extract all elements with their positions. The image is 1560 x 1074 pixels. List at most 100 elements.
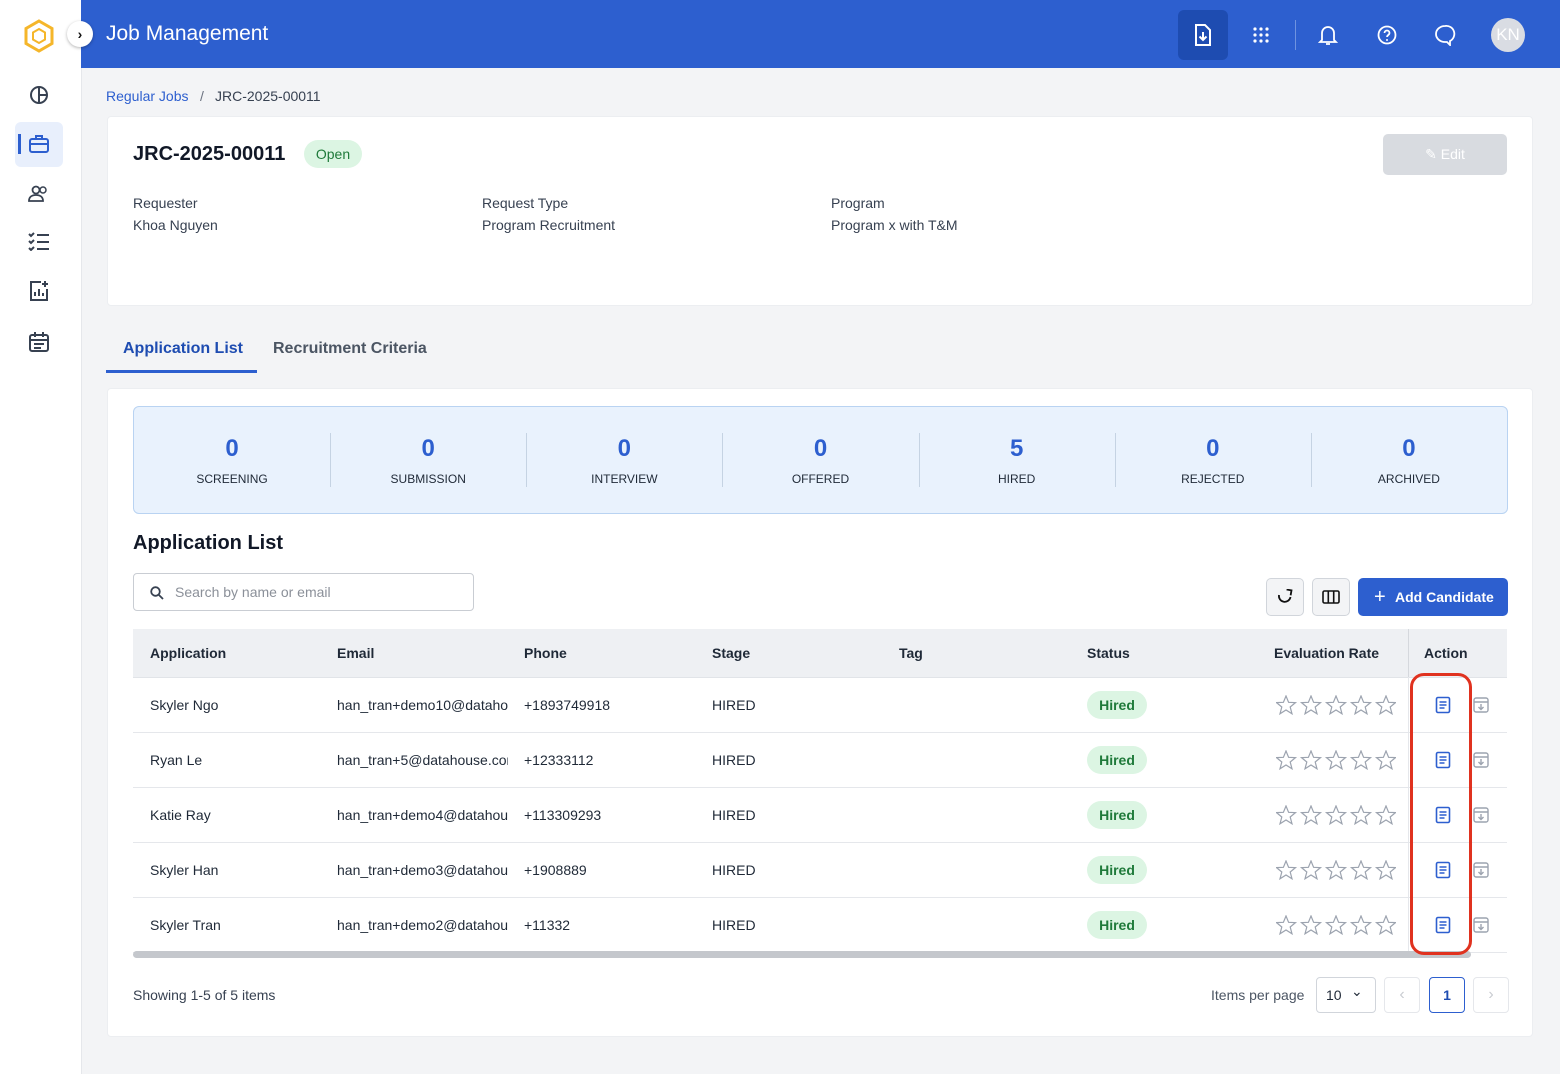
tab[interactable]: Recruitment Criteria [273, 340, 427, 357]
view-detail-button[interactable] [1435, 916, 1451, 939]
action-column-divider [1408, 677, 1409, 957]
download-button[interactable] [1178, 10, 1228, 60]
cell-stage: HIRED [712, 697, 756, 713]
archive-button[interactable] [1473, 697, 1489, 718]
breadcrumb-link[interactable]: Regular Jobs [106, 88, 189, 104]
archive-button[interactable] [1473, 807, 1489, 828]
chevron: ⌄ [1351, 983, 1363, 999]
current-page[interactable]: 1 [1429, 977, 1465, 1013]
next-page[interactable]: › [1473, 977, 1509, 1013]
nav-people[interactable] [28, 184, 50, 204]
logo[interactable] [23, 19, 55, 53]
rating-stars [1274, 694, 1398, 720]
stage-count: 0 [421, 435, 435, 462]
table-header [133, 629, 1507, 678]
table-row [133, 678, 1507, 733]
table-row [133, 733, 1507, 788]
nav-reports[interactable] [28, 280, 50, 302]
chat-button[interactable] [1434, 24, 1456, 46]
apps-button[interactable] [1252, 26, 1270, 44]
stage-count: 0 [617, 435, 632, 462]
avatar[interactable]: KN [1491, 18, 1525, 52]
page-size: 10 [1326, 987, 1342, 1003]
search-box[interactable]: Search by name or email [133, 573, 474, 611]
cell-stage: HIRED [712, 752, 756, 768]
view-detail-button[interactable] [1435, 861, 1451, 884]
cell-phone: +12333112 [524, 752, 594, 768]
cell-phone: +11332 [524, 917, 571, 933]
list-card: 0 SCREENING 0 SUBMISSION 0 INTERVIEW 0 OFFERED 5… [107, 388, 1533, 1037]
prev-page[interactable]: ‹ [1384, 977, 1420, 1013]
nav-jobs[interactable] [28, 134, 50, 154]
help-button[interactable] [1377, 25, 1397, 45]
stage-label: INTERVIEW [591, 472, 658, 486]
field-label: Requester [133, 195, 198, 211]
add-candidate-button[interactable]: + Add Candidate [1358, 578, 1508, 616]
stage-label: SCREENING [196, 472, 268, 486]
stage-count: 0 [1206, 435, 1220, 462]
cell-email: han_tran+demo3@datahouse [337, 862, 508, 878]
nav-calendar[interactable] [28, 331, 50, 353]
column-header: Tag [899, 645, 923, 661]
column-header: Phone [524, 645, 567, 661]
cell-email: han_tran+5@datahouse.com [337, 752, 508, 768]
stage-count: 0 [813, 435, 828, 462]
field-label: Request Type [482, 195, 569, 211]
rating-stars [1274, 749, 1398, 775]
list-title: Application List [133, 532, 283, 554]
status-badge: Hired [1087, 856, 1147, 884]
tab-underline [106, 370, 257, 373]
cell-phone: +1893749918 [524, 697, 611, 713]
sidebar [0, 0, 82, 1074]
stage-label: REJECTED [1181, 472, 1245, 486]
view-detail-button[interactable] [1435, 751, 1451, 774]
cell-application: Skyler Tran [150, 917, 221, 933]
status-badge: Hired [1087, 801, 1147, 829]
stage-label: HIRED [997, 472, 1036, 486]
cell-email: han_tran+demo10@datahouse [337, 697, 508, 713]
field-value: Khoa Nguyen [133, 217, 218, 233]
edit-icon: ✎ [1425, 146, 1441, 162]
archive-button[interactable] [1473, 862, 1489, 883]
nav-tasks[interactable] [28, 231, 50, 251]
cell-stage: HIRED [712, 807, 756, 823]
pagination-summary: Showing 1-5 of 5 items [133, 987, 276, 1003]
status-badge: Hired [1087, 911, 1147, 939]
rating-stars [1274, 804, 1398, 830]
archive-button[interactable] [1473, 917, 1489, 938]
stage-divider [1310, 433, 1312, 487]
columns-button[interactable] [1312, 578, 1350, 616]
cell-email: han_tran+demo4@datahouse [337, 807, 508, 823]
page-title: Job Management [106, 22, 269, 45]
expand-sidebar[interactable]: › [67, 21, 93, 47]
stage-label: SUBMISSION [390, 472, 466, 486]
view-detail-button[interactable] [1435, 696, 1451, 719]
cell-stage: HIRED [712, 862, 756, 878]
stage-count: 0 [1402, 435, 1416, 462]
edit-label: Edit [1440, 146, 1465, 162]
archive-button[interactable] [1473, 752, 1489, 773]
stage-divider [526, 433, 528, 487]
nav-dashboard[interactable] [28, 84, 50, 106]
cell-application: Skyler Ngo [150, 697, 219, 713]
stage-divider [918, 433, 920, 487]
notifications-button[interactable] [1318, 24, 1338, 46]
edit-button[interactable]: ✎ Edit [1383, 134, 1507, 175]
cell-application: Ryan Le [150, 752, 203, 768]
breadcrumb-separator: / [200, 88, 204, 104]
column-header: Application [150, 645, 227, 661]
page-size-select[interactable]: 10 ⌄ [1316, 977, 1376, 1013]
search-placeholder: Search by name or email [175, 584, 331, 600]
items-per-page-label: Items per page [1211, 987, 1305, 1003]
stage-count: 0 [225, 435, 239, 462]
add-candidate-label: Add Candidate [1395, 589, 1494, 605]
field-label: Program [831, 195, 885, 211]
scrollbar[interactable] [133, 951, 1471, 958]
table-row [133, 843, 1507, 898]
tab-active[interactable]: Application List [123, 340, 243, 357]
cell-phone: +1908889 [524, 862, 587, 878]
top-bar: › Job Management KN [67, 0, 1560, 68]
refresh-button[interactable] [1266, 578, 1304, 616]
view-detail-button[interactable] [1435, 806, 1451, 829]
